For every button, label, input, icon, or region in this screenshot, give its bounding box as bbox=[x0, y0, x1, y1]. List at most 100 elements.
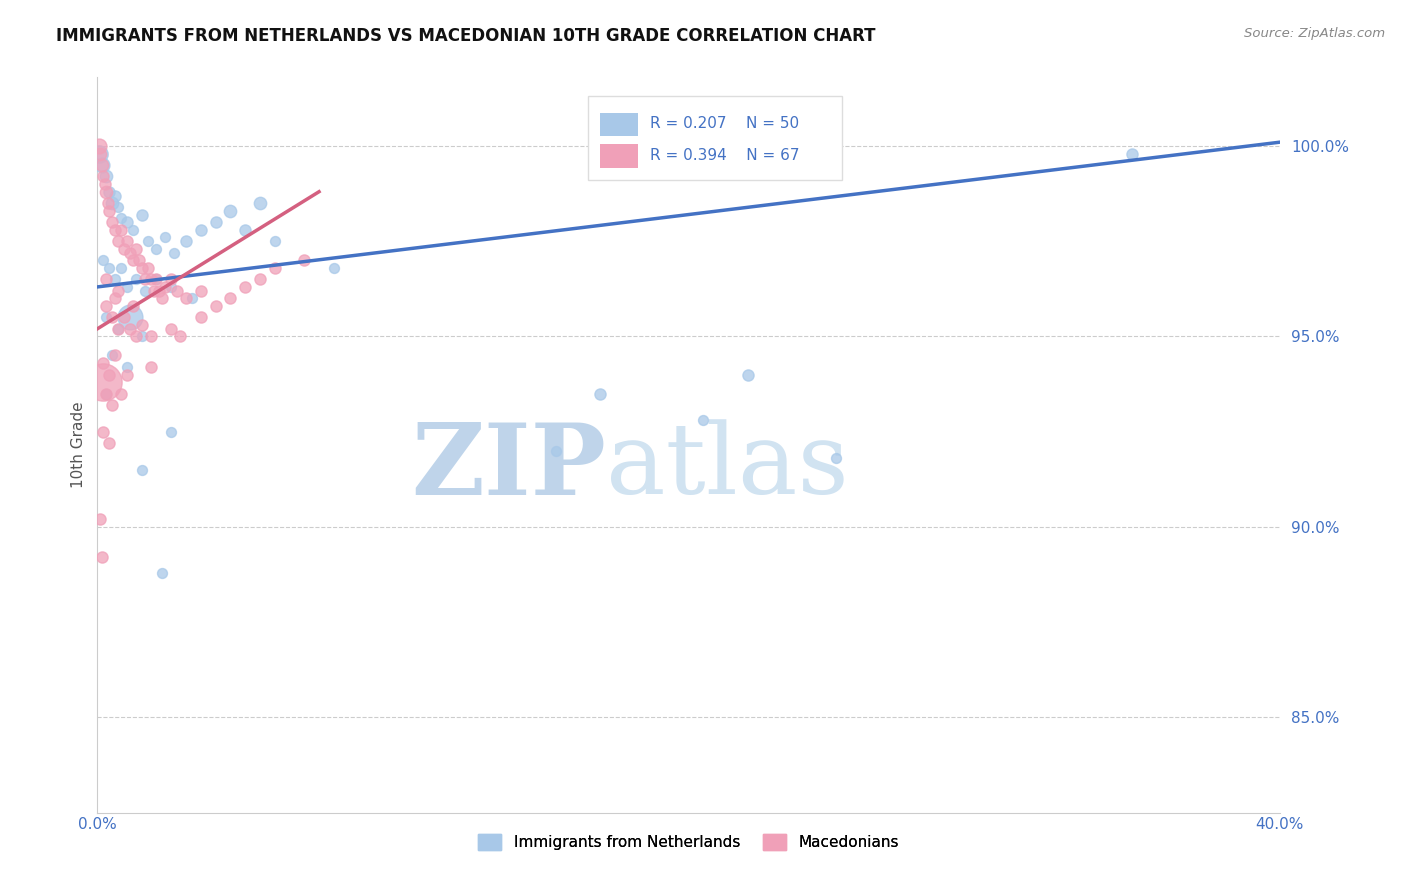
Point bbox=[190, 223, 212, 237]
Point bbox=[155, 230, 177, 244]
Point bbox=[142, 284, 165, 298]
Point bbox=[134, 272, 156, 286]
Point bbox=[115, 368, 138, 382]
Point bbox=[136, 234, 159, 248]
Point bbox=[160, 272, 183, 286]
Point bbox=[101, 398, 124, 412]
Point bbox=[107, 234, 129, 248]
Point bbox=[90, 158, 112, 172]
Point bbox=[233, 280, 256, 294]
Point bbox=[263, 260, 285, 275]
Point bbox=[204, 215, 226, 229]
Point bbox=[163, 245, 186, 260]
Point bbox=[131, 329, 153, 343]
Point bbox=[263, 234, 285, 248]
Point bbox=[174, 291, 197, 305]
Point bbox=[110, 223, 132, 237]
Point bbox=[166, 284, 188, 298]
Point bbox=[107, 322, 129, 336]
Point bbox=[118, 310, 141, 325]
Y-axis label: 10th Grade: 10th Grade bbox=[72, 401, 86, 488]
Point bbox=[160, 425, 183, 439]
Point bbox=[98, 203, 121, 218]
Point bbox=[101, 215, 124, 229]
Point bbox=[219, 291, 242, 305]
Point bbox=[96, 272, 118, 286]
Point bbox=[91, 356, 114, 370]
Point bbox=[98, 436, 121, 450]
Point bbox=[174, 234, 197, 248]
Point bbox=[160, 322, 183, 336]
Point bbox=[160, 280, 183, 294]
Point bbox=[96, 169, 118, 184]
Point bbox=[101, 349, 124, 363]
Point bbox=[131, 463, 153, 477]
Point bbox=[91, 425, 114, 439]
Point bbox=[219, 203, 242, 218]
Point bbox=[131, 260, 153, 275]
Point bbox=[1121, 146, 1143, 161]
Point bbox=[115, 234, 138, 248]
Point bbox=[190, 310, 212, 325]
Point bbox=[125, 329, 148, 343]
FancyBboxPatch shape bbox=[588, 95, 842, 180]
Text: Source: ZipAtlas.com: Source: ZipAtlas.com bbox=[1244, 27, 1385, 40]
Point bbox=[104, 223, 127, 237]
Point bbox=[544, 443, 567, 458]
Point bbox=[87, 139, 110, 153]
Point bbox=[110, 260, 132, 275]
Point bbox=[107, 200, 129, 214]
Point bbox=[96, 386, 118, 401]
Point bbox=[145, 272, 167, 286]
Point bbox=[90, 550, 112, 565]
Point bbox=[107, 284, 129, 298]
Point bbox=[89, 512, 111, 526]
Point bbox=[322, 260, 344, 275]
Point bbox=[107, 322, 129, 336]
Point bbox=[825, 451, 848, 466]
Point bbox=[101, 196, 124, 211]
Point bbox=[139, 272, 162, 286]
Point bbox=[131, 208, 153, 222]
Point bbox=[104, 349, 127, 363]
Point bbox=[98, 260, 121, 275]
Point bbox=[121, 299, 143, 313]
Point bbox=[112, 242, 135, 256]
Point bbox=[118, 322, 141, 336]
Point bbox=[104, 272, 127, 286]
Point bbox=[128, 253, 150, 268]
Point bbox=[91, 253, 114, 268]
Point bbox=[249, 196, 271, 211]
Point bbox=[93, 177, 115, 191]
Point bbox=[115, 215, 138, 229]
Point bbox=[101, 310, 124, 325]
Point bbox=[91, 375, 114, 389]
Point bbox=[139, 329, 162, 343]
Point bbox=[136, 260, 159, 275]
Point bbox=[90, 158, 112, 172]
Point bbox=[97, 196, 120, 211]
Legend: Immigrants from Netherlands, Macedonians: Immigrants from Netherlands, Macedonians bbox=[472, 828, 904, 856]
Point bbox=[121, 223, 143, 237]
Point bbox=[110, 386, 132, 401]
Point bbox=[155, 280, 177, 294]
Point bbox=[96, 185, 118, 199]
Point bbox=[118, 245, 141, 260]
Point bbox=[121, 253, 143, 268]
Point bbox=[115, 359, 138, 374]
Point bbox=[125, 272, 148, 286]
Point bbox=[589, 386, 612, 401]
Point bbox=[139, 359, 162, 374]
Point bbox=[115, 280, 138, 294]
Point bbox=[112, 310, 135, 325]
FancyBboxPatch shape bbox=[600, 145, 638, 168]
Point bbox=[150, 291, 173, 305]
Point bbox=[104, 291, 127, 305]
Point bbox=[169, 329, 191, 343]
Point bbox=[87, 146, 110, 161]
Point bbox=[98, 185, 121, 199]
Point bbox=[292, 253, 315, 268]
Point bbox=[131, 318, 153, 332]
Point bbox=[98, 368, 121, 382]
Text: R = 0.394    N = 67: R = 0.394 N = 67 bbox=[650, 148, 799, 163]
